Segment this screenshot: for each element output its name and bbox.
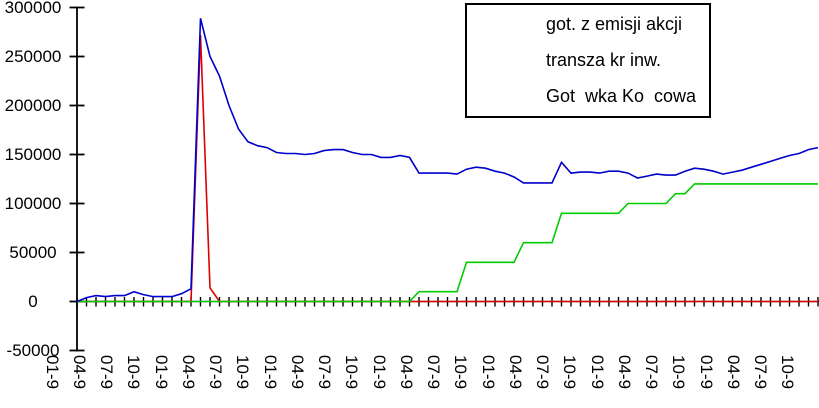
x-axis-label: 01-9 [260, 355, 280, 390]
x-axis-label: 07-9 [206, 355, 225, 390]
y-axis-label: 50000 [9, 242, 57, 262]
legend-entry-gotowka: Got wka Ko cowa [467, 86, 709, 107]
x-axis-label: 10-9 [669, 355, 689, 390]
y-axis-label: 100000 [4, 193, 62, 213]
legend-line-green [479, 59, 535, 61]
x-axis-label: 04-9 [287, 355, 307, 390]
x-axis-label: 04-9 [614, 355, 634, 390]
series-line-blue [76, 18, 819, 303]
y-axis-label: 0 [28, 291, 38, 311]
y-axis-label: 300000 [4, 0, 62, 17]
legend-box: got. z emisji akcji transza kr inw. Got … [465, 3, 711, 118]
legend-entry-transza: transza kr inw. [467, 50, 709, 71]
x-axis-label: 01-9 [369, 355, 389, 390]
x-axis-label: 07-9 [424, 355, 443, 390]
y-axis-label: 200000 [4, 95, 62, 115]
x-axis-label: 04-9 [396, 355, 416, 390]
legend-line-blue [479, 95, 535, 97]
x-axis-label: 04-9 [178, 355, 198, 390]
x-axis-label: 10-9 [451, 355, 471, 390]
x-axis-label: 07-9 [315, 355, 334, 390]
y-axis-label: 250000 [4, 46, 62, 66]
x-axis-label: 10-9 [124, 355, 144, 390]
x-axis-label: 04-9 [723, 355, 743, 390]
x-axis-label: 01-9 [587, 355, 607, 390]
legend-label-transza: transza kr inw. [546, 49, 662, 70]
x-axis-label: 10-9 [233, 355, 253, 390]
x-axis-label: 07-9 [97, 355, 116, 390]
legend-label-emisja: got. z emisji akcji [546, 14, 683, 35]
y-axis-label: -50000 [6, 340, 60, 360]
x-axis-label: 01-9 [42, 355, 62, 390]
x-axis-label: 07-9 [642, 355, 661, 390]
x-axis-label: 04-9 [505, 355, 525, 390]
x-axis-label: 07-9 [751, 355, 770, 390]
x-axis-label: 07-9 [533, 355, 552, 390]
x-axis-label: 04-9 [69, 355, 89, 390]
x-axis-label: 01-9 [478, 355, 498, 390]
legend-entry-emisja: got. z emisji akcji [467, 14, 709, 35]
legend-label-gotowka: Got wka Ko cowa [546, 85, 697, 106]
x-axis-label: 01-9 [151, 355, 171, 390]
x-axis-label: 01-9 [696, 355, 716, 390]
y-axis-label: 150000 [4, 144, 62, 164]
series-line-green [77, 183, 818, 303]
x-axis-label: 10-9 [778, 355, 798, 390]
x-axis-label: 10-9 [560, 355, 580, 390]
x-axis-label: 10-9 [342, 355, 362, 390]
legend-line-red [479, 24, 535, 26]
